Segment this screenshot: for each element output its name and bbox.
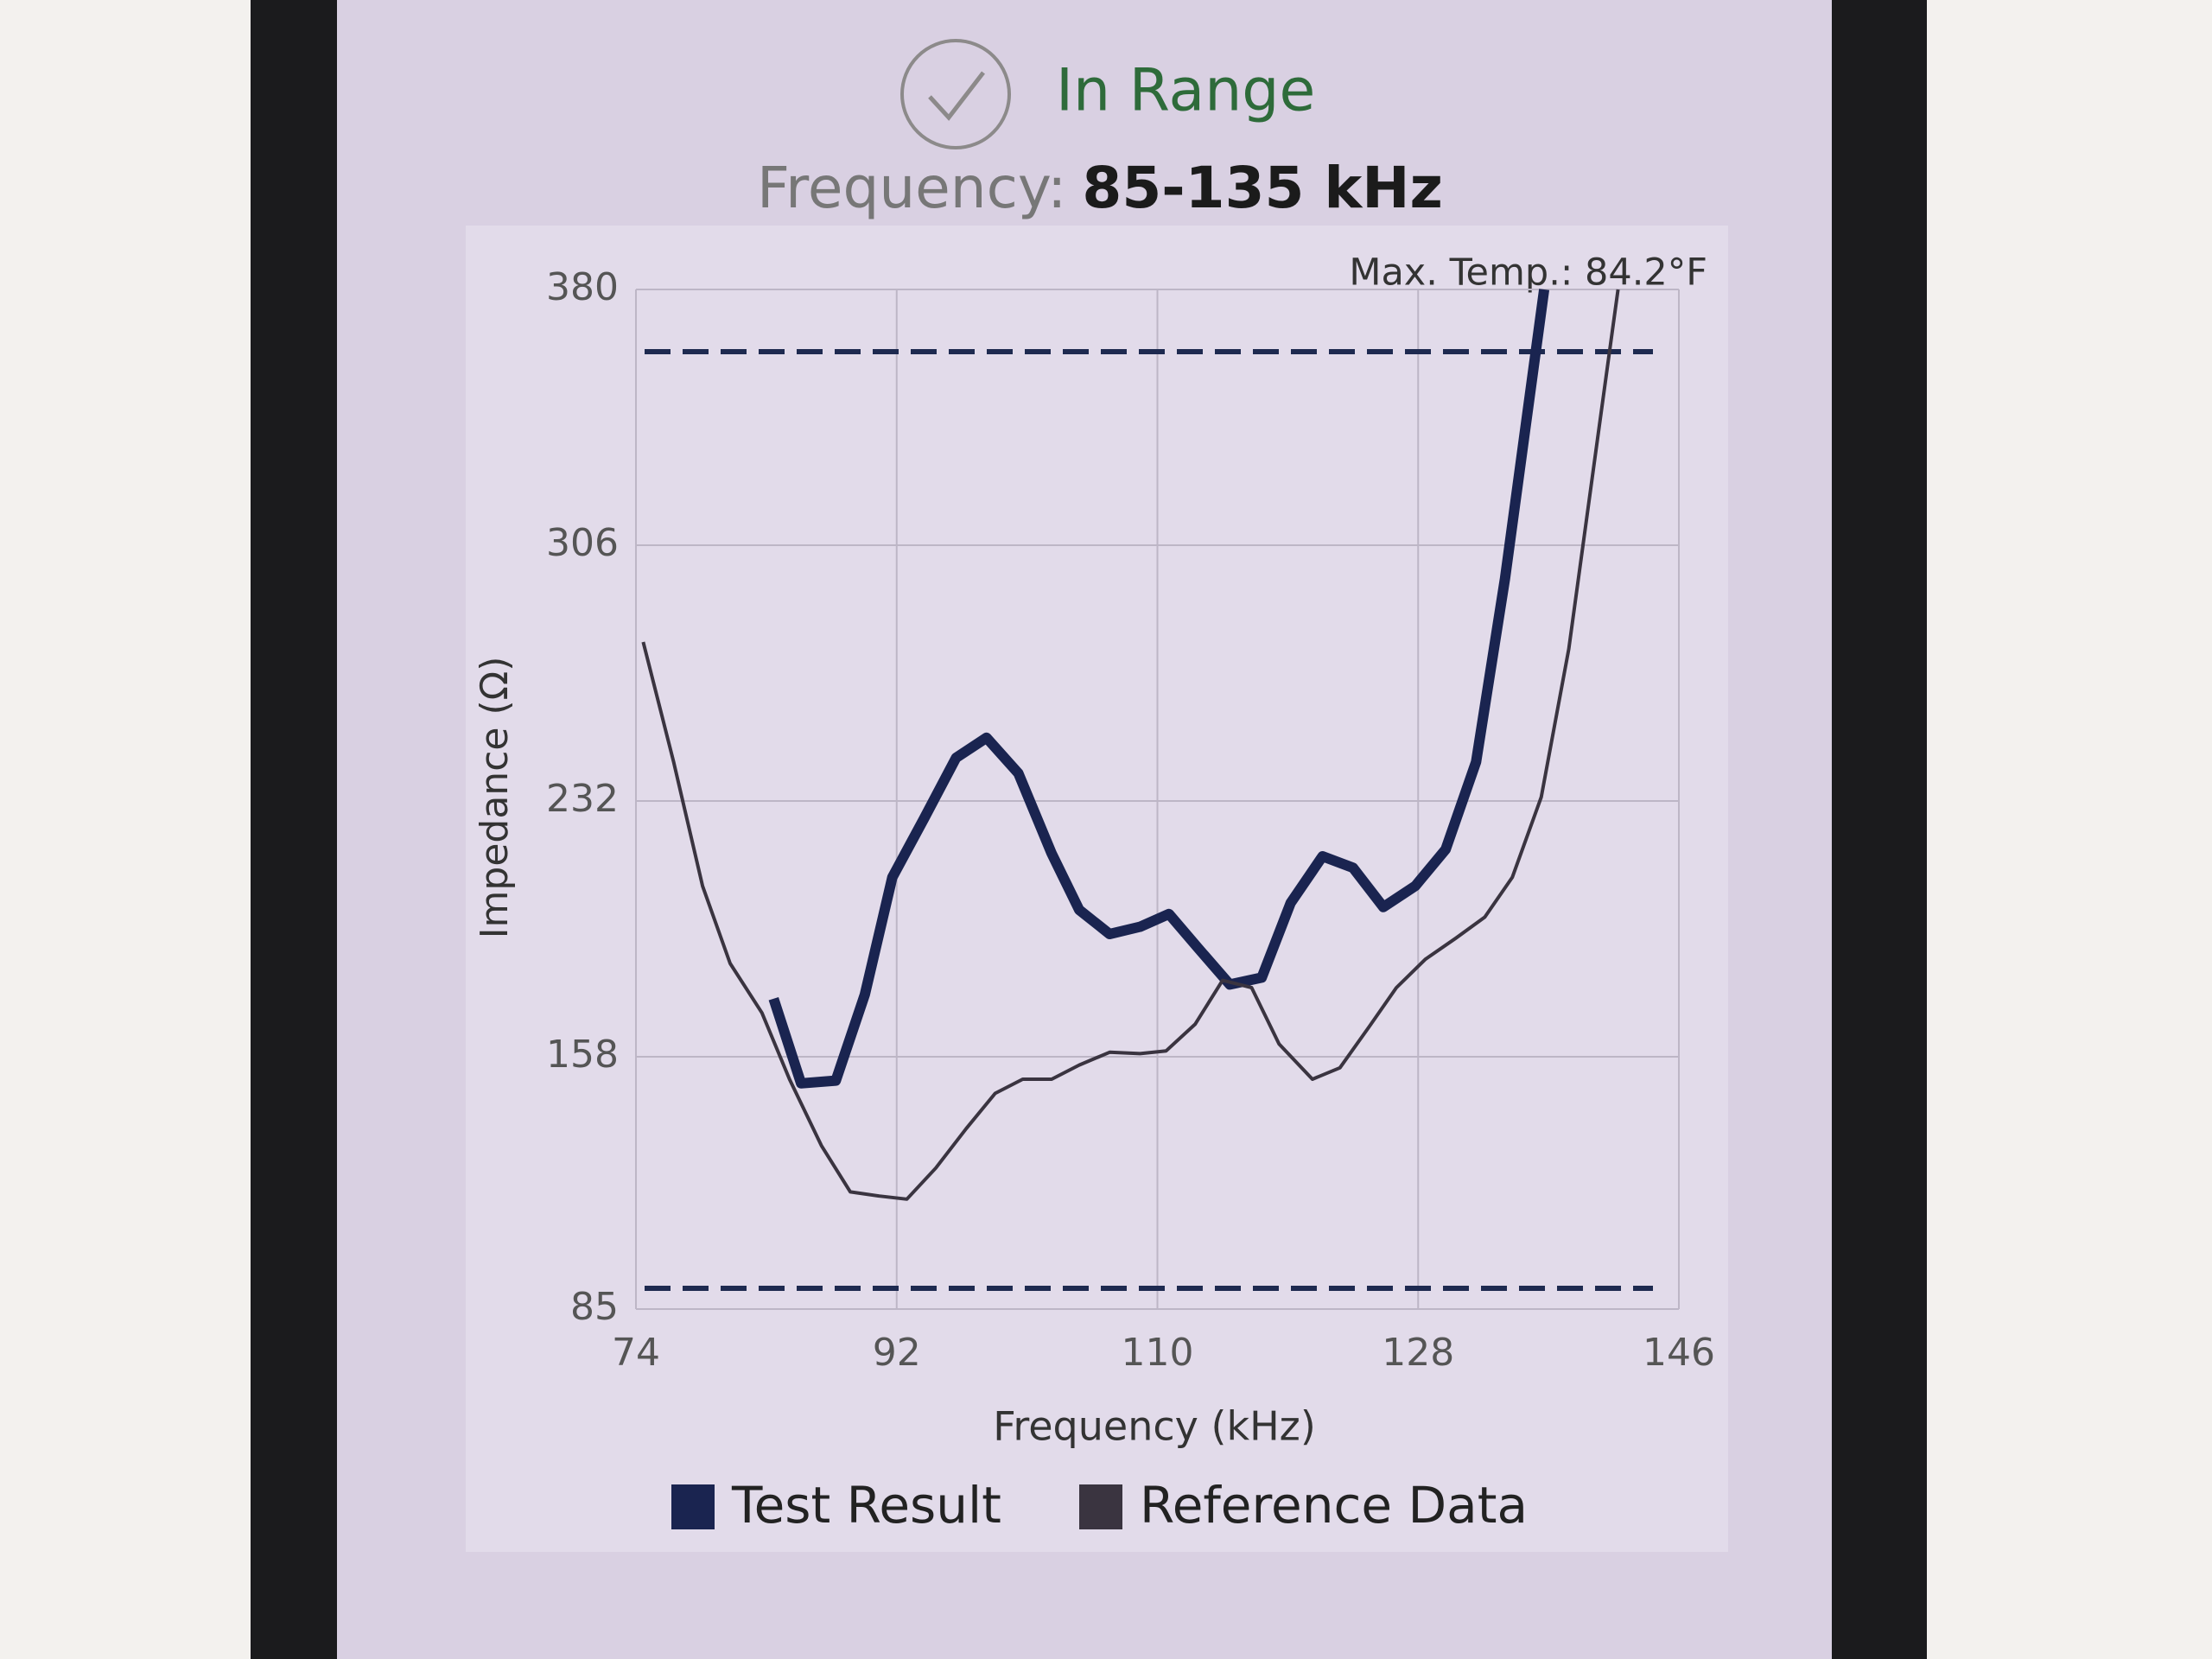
status: In Range bbox=[1056, 57, 1315, 125]
legend-label: Reference Data bbox=[1140, 1476, 1528, 1535]
check-circle bbox=[900, 39, 1011, 149]
legend-label: Test Result bbox=[731, 1476, 1001, 1535]
y-tick-label: 380 bbox=[546, 265, 619, 309]
y-tick-label: 306 bbox=[546, 521, 619, 565]
legend-swatch bbox=[671, 1484, 715, 1529]
x-tick-label: 146 bbox=[1643, 1331, 1715, 1375]
check-mark bbox=[928, 71, 985, 121]
title-label: Frequency: bbox=[757, 155, 1066, 221]
legend-swatch bbox=[1079, 1484, 1122, 1529]
y-tick-label: 232 bbox=[546, 777, 619, 821]
data-line bbox=[641, 289, 1620, 1201]
x-axis-label: Frequency (kHz) bbox=[993, 1403, 1316, 1450]
y-axis-label: Impedance (Ω) bbox=[473, 657, 517, 939]
y-tick-label: 158 bbox=[546, 1033, 619, 1077]
x-tick-label: 74 bbox=[612, 1331, 660, 1375]
x-tick-label: 92 bbox=[873, 1331, 921, 1375]
chart-title: Frequency: 85-135 kHz bbox=[757, 155, 1443, 221]
title-value: 85-135 kHz bbox=[1082, 155, 1443, 221]
x-tick-label: 128 bbox=[1382, 1331, 1454, 1375]
data-line bbox=[768, 289, 1550, 1089]
annotation: Max. Temp.: 84.2°F bbox=[1349, 251, 1707, 295]
x-tick-label: 110 bbox=[1122, 1331, 1194, 1375]
y-tick-label: 85 bbox=[570, 1285, 619, 1329]
